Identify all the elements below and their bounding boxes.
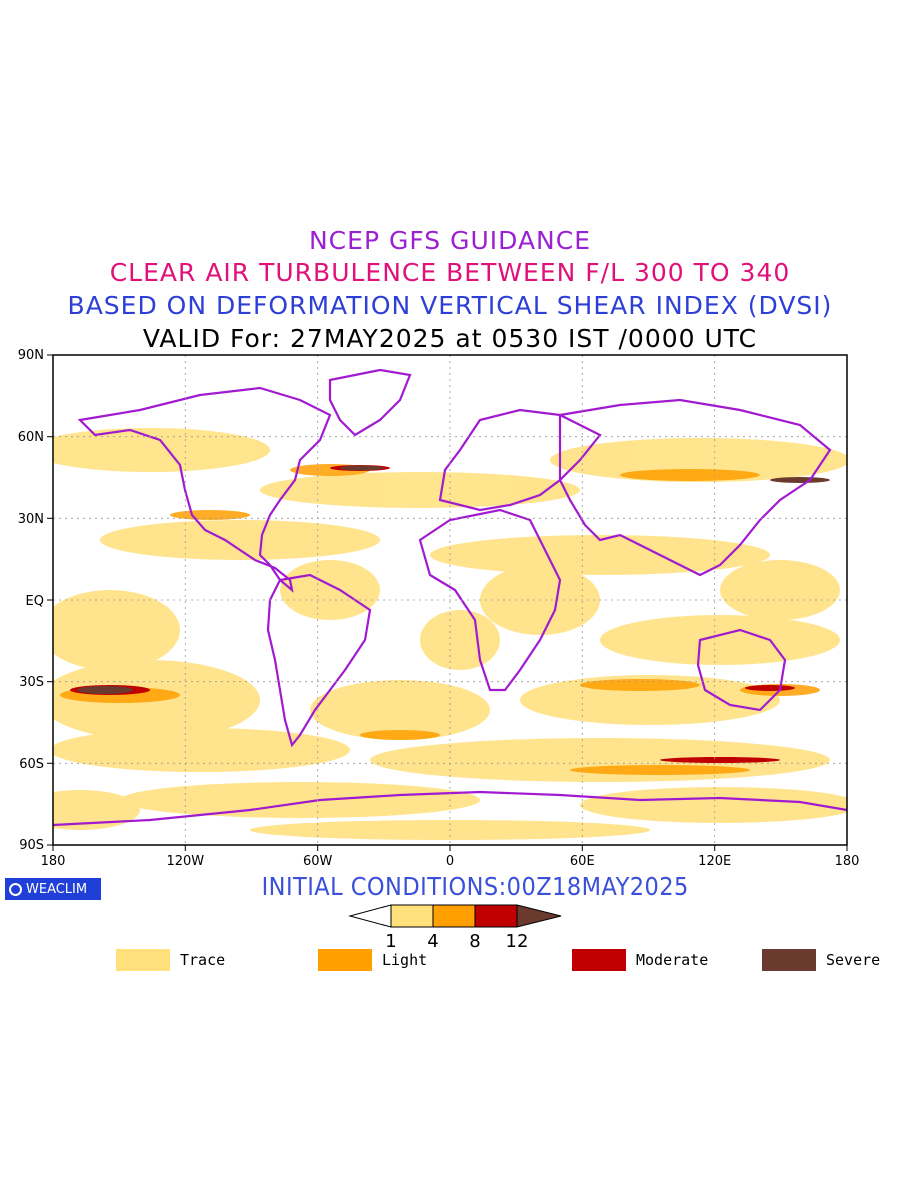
title-line-2: CLEAR AIR TURBULENCE BETWEEN F/L 300 TO … (109, 258, 791, 287)
africa-coast (418, 508, 562, 692)
lat-label-60s: 60S (19, 757, 44, 772)
lon-label-0: 0 (446, 854, 454, 869)
graticule (53, 355, 847, 845)
lon-label-120e: 120E (698, 854, 731, 869)
colorbar-high-arrow (516, 904, 562, 928)
legend-trace: Trace (116, 948, 225, 972)
lon-label-60e: 60E (570, 854, 595, 869)
greenland-coast (328, 368, 412, 437)
lat-label-30n: 30N (18, 512, 44, 527)
antarctica-coast (53, 790, 847, 827)
coastlines (53, 368, 847, 827)
legend-swatch-moderate (572, 949, 626, 971)
legend-light: Light (318, 948, 427, 972)
title-line-1: NCEP GFS GUIDANCE (308, 226, 591, 255)
colorbar-light (432, 904, 476, 928)
legend-label-light: Light (382, 951, 428, 969)
logo-text: WEACLIM (26, 881, 88, 897)
colorbar: 1 4 8 12 (348, 904, 562, 950)
turbulence-field (53, 428, 847, 840)
lat-label-90s: 90S (19, 838, 44, 853)
weaclim-logo: WEACLIM (5, 878, 101, 900)
legend-swatch-light (318, 949, 372, 971)
legend-severe: Severe (762, 948, 880, 972)
europe-coast (438, 408, 602, 512)
lon-label-180e: 180 (835, 854, 860, 869)
legend-swatch-trace (116, 949, 170, 971)
turbulence-map: 90N 60N 30N EQ 30S 60S 90S 180 120W 60W … (18, 348, 860, 869)
lon-label-180w: 180 (41, 854, 66, 869)
colorbar-trace (390, 904, 434, 928)
legend-swatch-severe (762, 949, 816, 971)
lon-label-120w: 120W (166, 854, 204, 869)
colorbar-tick-8: 8 (469, 931, 480, 950)
lon-label-60w: 60W (303, 854, 333, 869)
south-america-coast (266, 573, 372, 748)
lat-label-60n: 60N (18, 430, 44, 445)
lat-label-90n: 90N (18, 348, 44, 363)
logo-circle-icon (9, 882, 22, 896)
lat-label-30s: 30S (19, 675, 44, 690)
legend-moderate: Moderate (572, 948, 708, 972)
legend-label-trace: Trace (180, 951, 226, 969)
asia-coast (558, 398, 832, 577)
axis-ticks (47, 354, 848, 851)
colorbar-low-arrow (348, 904, 392, 928)
colorbar-tick-12: 12 (506, 931, 529, 950)
legend-label-moderate: Moderate (636, 951, 709, 969)
title-line-3: BASED ON DEFORMATION VERTICAL SHEAR INDE… (67, 291, 833, 320)
title-line-4: VALID For: 27MAY2025 at 0530 IST /0000 U… (142, 324, 758, 353)
lat-label-eq: EQ (26, 594, 44, 609)
legend-label-severe: Severe (826, 951, 881, 969)
australia-coast (696, 628, 787, 712)
colorbar-moderate (474, 904, 518, 928)
initial-conditions: INITIAL CONDITIONS:00Z18MAY2025 (261, 872, 689, 901)
colorbar-tick-4: 4 (427, 931, 438, 950)
colorbar-tick-1: 1 (385, 931, 396, 950)
